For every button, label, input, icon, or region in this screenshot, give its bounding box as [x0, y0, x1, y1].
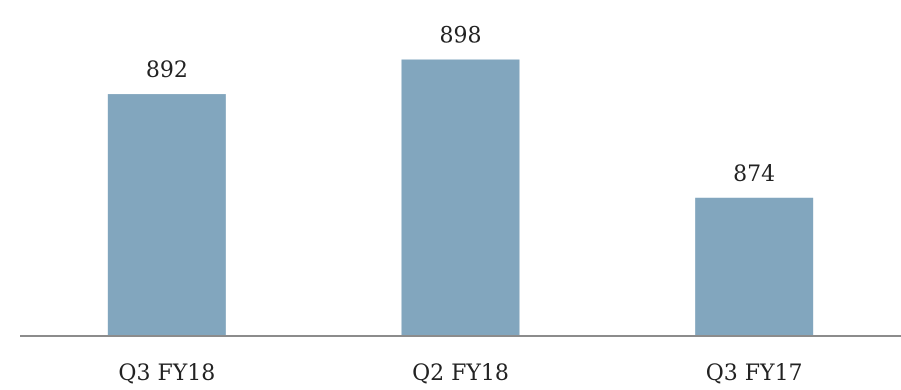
bar-q3-fy17	[695, 197, 814, 336]
bar-q2-fy18	[401, 59, 520, 337]
x-tick-label-q3-fy18: Q3 FY18	[118, 361, 215, 386]
data-label-q2-fy18: 898	[440, 24, 482, 49]
x-tick-label-q2-fy18: Q2 FY18	[412, 361, 509, 386]
data-label-q3-fy18: 892	[146, 58, 188, 83]
bar-q3-fy18	[107, 94, 226, 336]
bars-group	[107, 59, 814, 337]
x-axis-tick-labels: Q3 FY18 Q2 FY18 Q3 FY17	[118, 361, 802, 386]
data-labels-group: 892 898 874	[146, 24, 775, 187]
data-label-q3-fy17: 874	[733, 162, 775, 187]
x-tick-label-q3-fy17: Q3 FY17	[706, 361, 803, 386]
